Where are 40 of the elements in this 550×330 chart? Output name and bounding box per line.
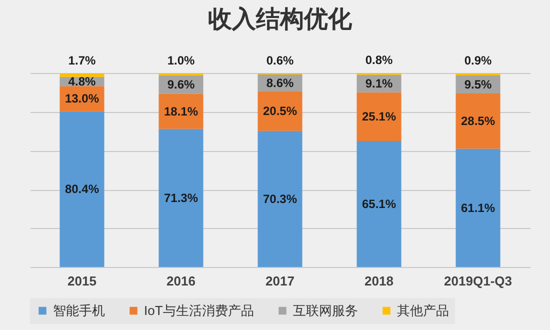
legend-label: IoT与生活消费产品 [144,302,254,318]
data-label: 28.5% [461,114,496,128]
x-tick-label: 2016 [166,274,196,288]
data-label: 80.4% [64,182,100,196]
data-label: 71.3% [164,190,198,205]
data-label: 20.5% [262,104,298,118]
bar [60,74,104,77]
data-label: 9.6% [167,78,195,92]
x-tick-label: 2017 [266,274,294,288]
bar [60,111,104,267]
bar [356,92,402,141]
bar [456,148,500,267]
data-label: 9.1% [365,76,394,91]
x-tick-label: 2018 [364,274,394,288]
data-label: 9.5% [464,77,492,92]
bar [356,140,402,267]
data-label: 0.9% [464,53,492,68]
x-tick-label: 2015 [68,274,96,288]
x-tick-label: 2019Q1-Q3 [444,274,512,288]
data-label: 1.7% [68,54,96,68]
chart-title: 收入结构优化 [208,6,353,33]
legend-label: 互联网服务 [293,302,358,318]
bar [158,128,204,267]
data-label: 70.3% [262,192,298,206]
bar [158,94,204,129]
data-label: 13.0% [64,92,100,106]
legend-label: 其他产品 [397,302,449,318]
data-label: 18.1% [164,104,198,118]
data-label: 0.6% [266,53,294,68]
bar [258,91,302,131]
data-label: 61.1% [461,200,496,215]
legend-label: 智能手机 [53,302,105,318]
data-label: 8.6% [266,76,294,90]
data-label: 0.8% [365,53,394,68]
bar [258,130,302,267]
bar [456,94,500,149]
data-label: 1.0% [167,53,195,68]
data-label: 25.1% [362,110,396,124]
data-label: 65.1% [362,196,396,211]
data-label: 4.8% [68,74,96,88]
